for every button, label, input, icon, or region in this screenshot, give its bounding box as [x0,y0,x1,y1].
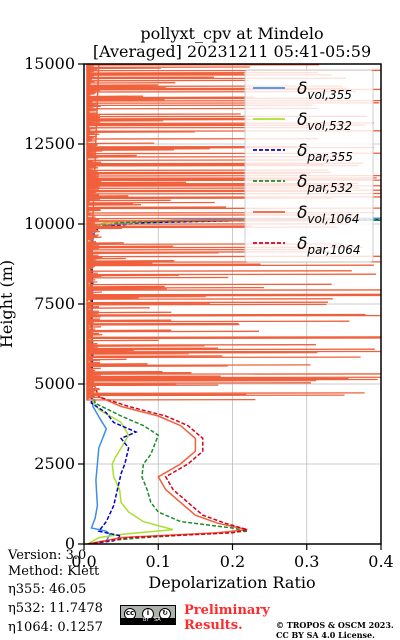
series-line-vol532 [87,219,381,544]
x-tick-label: 0.4 [368,552,393,571]
preliminary-line1: Preliminary [184,603,270,618]
legend-box [244,69,374,263]
legend-label-vol355: δvol,355 [297,79,352,102]
eta1064-text: η1064: 0.1257 [8,620,103,635]
y-tick-label: 7500 [34,294,75,313]
method-text: Method: Klett [8,564,100,579]
series-line-par355 [87,219,381,544]
preliminary-notice: Preliminary Results. [184,603,270,633]
cc-license-badge: cc i ↻ BY SA [120,605,176,625]
preliminary-line2: Results. [184,618,243,633]
y-tick-label: 12500 [24,134,75,153]
copyright-line1: © TROPOS & OSCM 2023. [276,620,394,630]
x-tick-label: 0.0 [71,552,96,571]
series-line-par1064 [87,256,248,544]
legend: δvol,355 δvol,532 δpar,355 δpar,532 δvol,106… [244,69,374,263]
series-noise-vol1064 [86,64,381,401]
legend-label-par1064: δpar,1064 [297,234,361,257]
y-tick-label: 15000 [24,54,75,73]
license-badge-text: BY SA [143,617,161,623]
y-tick-label: 5000 [34,374,75,393]
y-axis-label: Height (m) [0,260,16,348]
chart-subtitle: [Averaged] 20231211 05:41-05:59 [93,42,371,61]
license-strip: BY SA [121,617,175,624]
copyright-line2: CC BY SA 4.0 License. [276,630,375,640]
axis-ticks: 0.0 0.1 0.2 0.3 0.4 0 2500 5000 7500 10000 12500 15… [24,54,394,571]
version-text: Version: 3.0 [8,548,87,563]
x-tick-label: 0.1 [146,552,171,571]
x-tick-label: 0.2 [220,552,245,571]
series-group [86,64,381,544]
chart-title: pollyxt_cpv at Mindelo [140,24,323,43]
x-tick-label: 0.3 [294,552,319,571]
y-tick-label: 0 [65,534,75,553]
legend-label-vol1064: δvol,1064 [297,203,360,226]
eta355-text: η355: 46.05 [8,582,87,597]
legend-label-par532: δpar,532 [297,172,353,195]
legend-label-vol532: δvol,532 [297,110,352,133]
y-tick-label: 2500 [34,454,75,473]
x-axis-label: Depolarization Ratio [148,573,315,592]
eta532-text: η532: 11.7478 [8,601,103,616]
legend-label-par355: δpar,355 [297,141,353,164]
copyright-notice: © TROPOS & OSCM 2023. CC BY SA 4.0 Licen… [276,620,394,640]
y-tick-label: 10000 [24,214,75,233]
series-line-par532 [87,219,381,544]
